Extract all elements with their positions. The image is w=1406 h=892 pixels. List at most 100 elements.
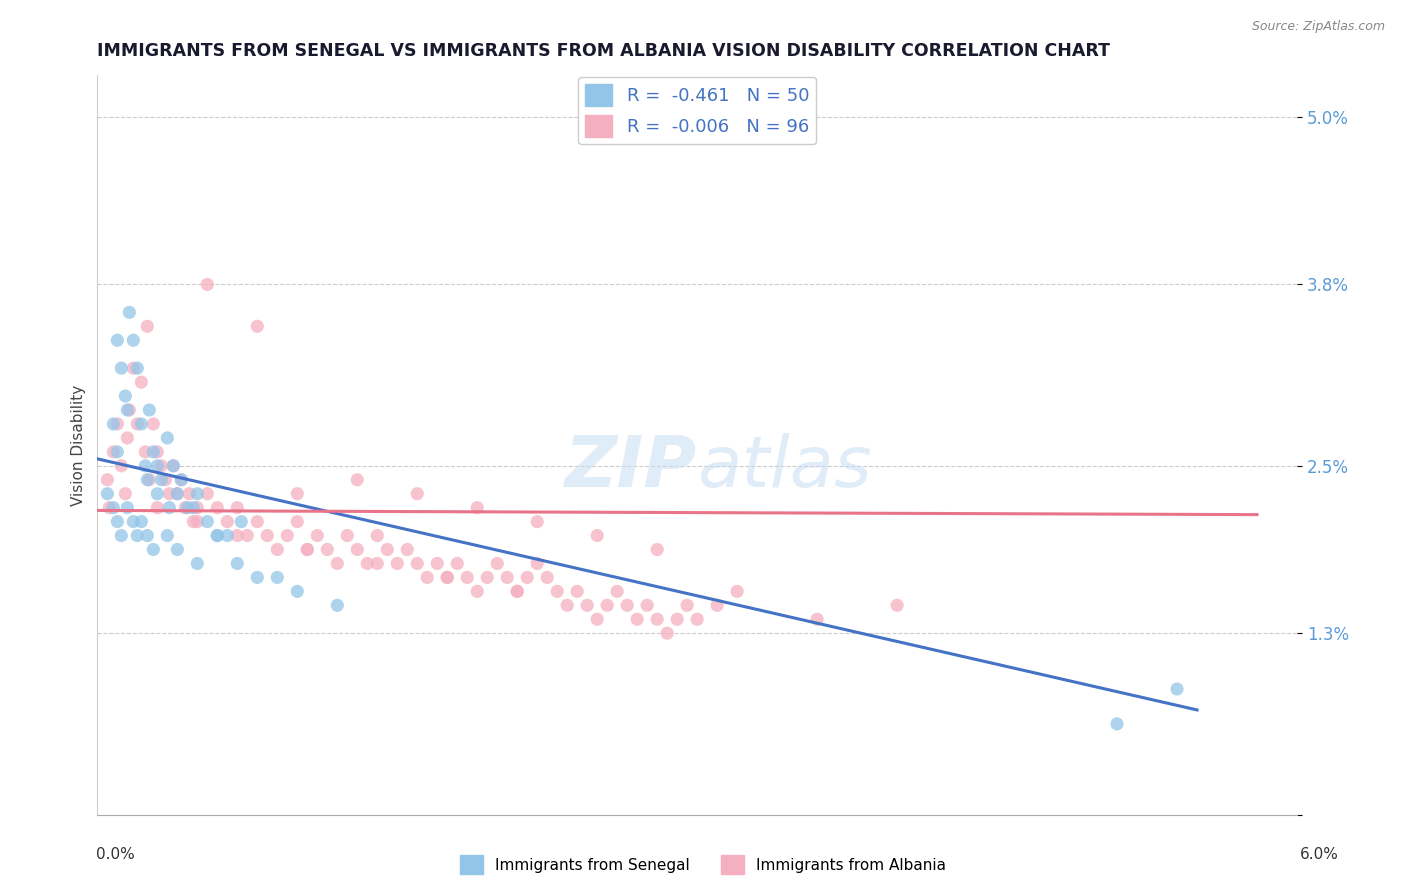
Point: [207, 528, 229, 542]
Point: [346, 542, 368, 557]
Point: [96, 473, 118, 487]
Text: 0.0%: 0.0%: [96, 847, 135, 862]
Point: [170, 473, 193, 487]
Point: [103, 445, 125, 459]
Point: [150, 458, 173, 473]
Point: [118, 403, 141, 417]
Point: [676, 599, 699, 613]
Point: [105, 333, 128, 347]
Point: [266, 542, 288, 557]
Point: [226, 500, 249, 515]
Point: [436, 570, 458, 584]
Point: [155, 473, 177, 487]
Point: [366, 528, 388, 542]
Point: [516, 570, 538, 584]
Point: [127, 361, 149, 376]
Point: [127, 417, 149, 431]
Point: [706, 599, 728, 613]
Point: [246, 570, 269, 584]
Point: [117, 403, 139, 417]
Point: [326, 557, 349, 571]
Point: [486, 557, 509, 571]
Point: [686, 612, 709, 626]
Point: [131, 417, 153, 431]
Point: [127, 528, 149, 542]
Point: [645, 612, 668, 626]
Text: atlas: atlas: [697, 433, 872, 501]
Y-axis label: Vision Disability: Vision Disability: [72, 384, 86, 506]
Point: [456, 570, 478, 584]
Point: [150, 473, 173, 487]
Point: [105, 515, 128, 529]
Point: [96, 486, 118, 500]
Point: [586, 528, 609, 542]
Point: [366, 557, 388, 571]
Point: [526, 557, 548, 571]
Point: [122, 361, 145, 376]
Point: [307, 528, 329, 542]
Point: [226, 528, 249, 542]
Point: [226, 557, 249, 571]
Point: [526, 515, 548, 529]
Point: [162, 458, 184, 473]
Point: [506, 584, 529, 599]
Point: [297, 542, 319, 557]
Point: [117, 500, 139, 515]
Point: [326, 599, 349, 613]
Point: [626, 612, 648, 626]
Point: [416, 570, 439, 584]
Text: IMMIGRANTS FROM SENEGAL VS IMMIGRANTS FROM ALBANIA VISION DISABILITY CORRELATION: IMMIGRANTS FROM SENEGAL VS IMMIGRANTS FR…: [97, 42, 1111, 60]
Point: [477, 570, 499, 584]
Point: [117, 431, 139, 445]
Legend: R =  -0.461   N = 50, R =  -0.006   N = 96: R = -0.461 N = 50, R = -0.006 N = 96: [578, 77, 817, 145]
Point: [336, 528, 359, 542]
Point: [122, 515, 145, 529]
Point: [217, 528, 239, 542]
Point: [142, 542, 165, 557]
Point: [146, 486, 169, 500]
Point: [118, 305, 141, 319]
Point: [546, 584, 568, 599]
Point: [236, 528, 259, 542]
Point: [276, 528, 298, 542]
Point: [567, 584, 589, 599]
Point: [186, 557, 208, 571]
Point: [146, 500, 169, 515]
Point: [316, 542, 339, 557]
Point: [536, 570, 558, 584]
Point: [555, 599, 578, 613]
Point: [156, 431, 179, 445]
Point: [207, 500, 229, 515]
Point: [131, 375, 153, 389]
Point: [886, 599, 908, 613]
Point: [146, 458, 169, 473]
Point: [157, 486, 180, 500]
Point: [166, 486, 188, 500]
Point: [596, 599, 619, 613]
Point: [156, 528, 179, 542]
Point: [616, 599, 638, 613]
Point: [1105, 717, 1128, 731]
Point: [166, 542, 188, 557]
Point: [134, 445, 156, 459]
Point: [176, 500, 198, 515]
Point: [122, 333, 145, 347]
Point: [346, 473, 368, 487]
Point: [105, 445, 128, 459]
Point: [103, 500, 125, 515]
Point: [136, 473, 159, 487]
Point: [285, 515, 308, 529]
Point: [181, 500, 204, 515]
Point: [217, 515, 239, 529]
Point: [174, 500, 197, 515]
Point: [110, 458, 132, 473]
Point: [136, 528, 159, 542]
Text: 6.0%: 6.0%: [1299, 847, 1339, 862]
Point: [606, 584, 628, 599]
Point: [806, 612, 828, 626]
Point: [195, 515, 218, 529]
Point: [387, 557, 409, 571]
Legend: Immigrants from Senegal, Immigrants from Albania: Immigrants from Senegal, Immigrants from…: [454, 849, 952, 880]
Point: [636, 599, 658, 613]
Point: [426, 557, 449, 571]
